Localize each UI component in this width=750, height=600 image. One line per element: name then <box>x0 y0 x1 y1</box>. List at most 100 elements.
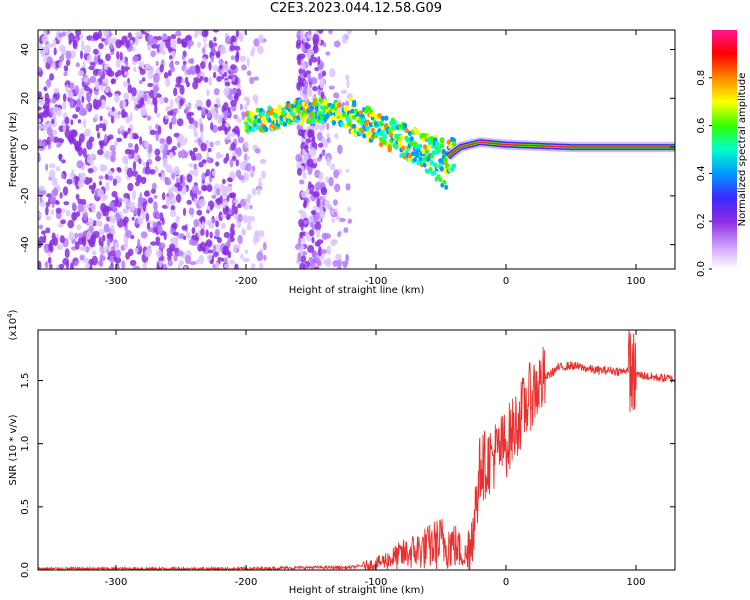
noise-speckle <box>345 183 351 191</box>
noise-speckle <box>59 44 66 53</box>
noise-speckle <box>174 96 181 104</box>
noise-speckle <box>99 115 103 122</box>
noise-speckle <box>328 176 334 187</box>
noise-speckle <box>138 158 142 165</box>
noise-speckle <box>334 183 341 193</box>
noise-speckle <box>169 55 173 60</box>
noise-speckle <box>305 231 309 238</box>
noise-speckle <box>318 142 324 148</box>
signal-blob <box>255 124 260 131</box>
colorbar-tick-label: 0.0 <box>696 261 707 277</box>
signal-blob <box>409 136 414 142</box>
noise-speckle <box>142 261 148 269</box>
noise-speckle <box>88 184 93 190</box>
noise-speckle <box>108 43 114 50</box>
noise-speckle <box>132 46 136 52</box>
noise-speckle <box>323 42 327 48</box>
noise-speckle <box>314 67 320 72</box>
noise-speckle <box>135 31 142 37</box>
noise-speckle <box>297 252 302 262</box>
noise-speckle <box>315 211 320 221</box>
noise-speckle <box>101 234 106 242</box>
noise-speckle <box>163 72 169 79</box>
noise-speckle <box>325 257 332 268</box>
x-tick-label: 0 <box>503 276 509 287</box>
noise-speckle <box>61 173 65 179</box>
signal-blob <box>314 105 320 111</box>
noise-speckle <box>43 244 50 248</box>
noise-speckle <box>184 103 191 108</box>
signal-blob <box>296 107 301 114</box>
noise-speckle <box>91 255 98 266</box>
noise-speckle <box>320 187 328 196</box>
noise-speckle <box>53 88 60 94</box>
noise-speckle <box>240 198 247 207</box>
noise-speckle <box>324 233 331 239</box>
noise-speckle <box>300 30 305 39</box>
noise-speckle <box>40 46 47 56</box>
signal-blob <box>439 143 445 149</box>
noise-speckle <box>87 168 94 174</box>
noise-speckle <box>38 96 45 106</box>
noise-speckle <box>165 105 172 112</box>
noise-speckle <box>222 187 228 196</box>
noise-speckle <box>85 91 91 102</box>
signal-blob <box>350 108 355 114</box>
noise-speckle <box>68 231 75 241</box>
noise-speckle <box>212 64 219 72</box>
noise-speckle <box>143 93 148 102</box>
noise-speckle <box>170 66 175 73</box>
noise-speckle <box>213 88 220 96</box>
noise-speckle <box>104 174 110 180</box>
noise-speckle <box>296 39 302 46</box>
noise-speckle <box>159 138 166 145</box>
noise-speckle <box>144 165 151 175</box>
noise-speckle <box>331 218 336 223</box>
noise-speckle <box>155 236 161 243</box>
noise-speckle <box>308 125 316 130</box>
noise-speckle <box>346 30 353 35</box>
noise-speckle <box>104 86 110 94</box>
noise-speckle <box>139 97 145 106</box>
noise-speckle <box>150 50 156 58</box>
noise-speckle <box>72 137 77 145</box>
noise-speckle <box>151 39 159 45</box>
noise-speckle <box>93 48 99 55</box>
noise-speckle <box>85 262 91 269</box>
noise-speckle <box>72 202 76 210</box>
noise-speckle <box>177 250 184 257</box>
noise-speckle <box>311 250 318 259</box>
noise-speckle <box>74 260 79 267</box>
noise-speckle <box>312 86 318 92</box>
noise-speckle <box>173 253 178 262</box>
noise-speckle <box>148 125 152 131</box>
noise-speckle <box>200 142 207 152</box>
noise-speckle <box>181 225 188 231</box>
noise-speckle <box>347 218 353 224</box>
noise-speckle <box>223 110 228 121</box>
noise-speckle <box>170 98 174 109</box>
y-tick-label: -20 <box>20 188 31 204</box>
noise-speckle <box>92 250 97 256</box>
noise-speckle <box>296 55 301 63</box>
signal-blob <box>269 110 274 116</box>
noise-speckle <box>77 232 85 238</box>
noise-speckle <box>127 182 134 192</box>
noise-speckle <box>105 181 110 191</box>
noise-speckle <box>86 230 91 240</box>
noise-speckle <box>304 197 307 208</box>
noise-speckle <box>43 86 48 92</box>
noise-speckle <box>175 76 182 84</box>
noise-speckle <box>188 124 195 129</box>
noise-speckle <box>104 133 108 143</box>
noise-speckle <box>229 158 234 168</box>
noise-speckle <box>186 112 192 120</box>
noise-speckle <box>110 245 116 252</box>
noise-speckle <box>337 144 343 155</box>
noise-speckle <box>150 188 156 194</box>
noise-speckle <box>258 34 264 44</box>
noise-speckle <box>216 114 223 124</box>
noise-speckle <box>80 87 84 97</box>
noise-speckle <box>83 85 90 92</box>
noise-speckle <box>92 31 100 41</box>
